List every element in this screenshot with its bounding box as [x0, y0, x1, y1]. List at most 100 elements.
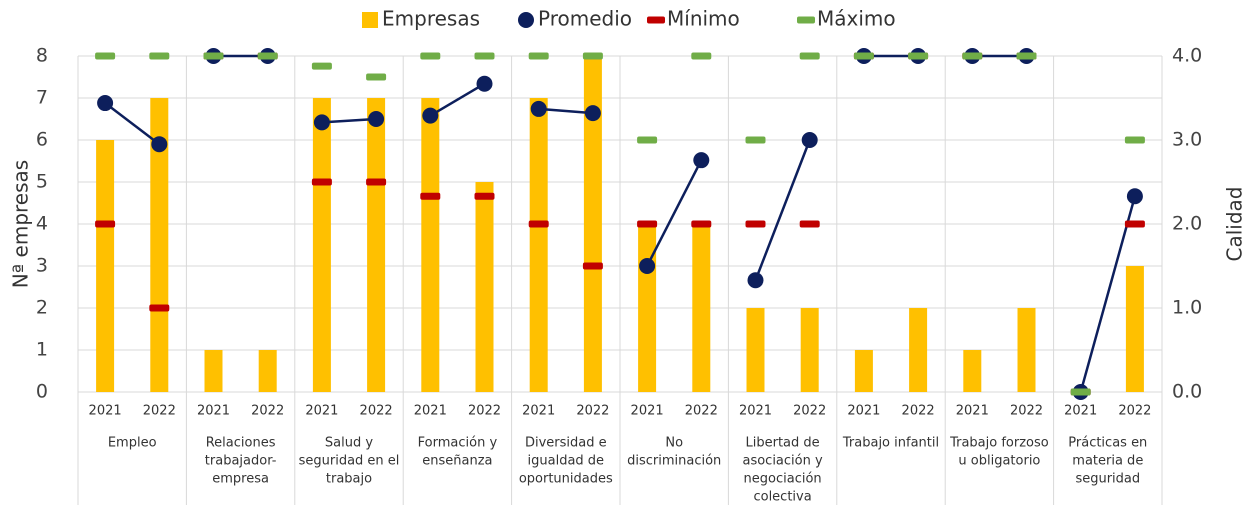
dash-marker — [95, 220, 116, 228]
dash-marker — [582, 262, 603, 270]
line-marker — [693, 152, 710, 169]
dash-marker — [582, 52, 603, 60]
group-label: seguridad — [1075, 472, 1140, 487]
line-marker — [530, 100, 547, 117]
bar — [1125, 266, 1144, 392]
group-label: empresa — [212, 472, 269, 487]
dash-marker — [853, 52, 874, 60]
dash-marker — [420, 192, 441, 200]
line-marker — [801, 132, 818, 148]
group-label: trabajo — [326, 472, 372, 487]
x-tick-label: 2022 — [793, 404, 826, 419]
line — [1079, 195, 1137, 393]
bar — [421, 98, 440, 392]
group-label: seguridad en el — [299, 454, 400, 469]
y2-axis-label: Calidad — [1223, 187, 1247, 262]
dash-marker — [528, 220, 549, 228]
line-marker — [639, 258, 656, 274]
y-tick-label: 5 — [36, 171, 48, 193]
x-tick-label: 2021 — [847, 404, 880, 419]
dash-marker — [474, 52, 495, 60]
legend-swatch — [518, 12, 534, 28]
y2-tick-label: 0.0 — [1172, 381, 1202, 403]
line — [321, 117, 377, 124]
line — [104, 102, 161, 146]
group-label: discriminación — [627, 454, 721, 469]
legend-label: Empresas — [382, 7, 480, 31]
bar — [475, 182, 494, 392]
dash-marker — [637, 220, 658, 228]
line — [538, 107, 593, 115]
x-tick-label: 2022 — [576, 404, 609, 419]
x-tick-label: 2022 — [143, 404, 176, 419]
line-marker — [313, 114, 330, 131]
group-label: igualdad de — [528, 454, 605, 469]
line-marker — [97, 95, 114, 112]
group-label: Diversidad e — [525, 436, 607, 451]
x-tick-label: 2022 — [1118, 404, 1151, 419]
y-tick-label: 4 — [36, 213, 48, 235]
group-label: trabajador- — [205, 454, 277, 469]
y-tick-label: 3 — [36, 255, 48, 277]
group-label: Salud y — [325, 436, 373, 451]
group-label: negociación — [744, 472, 822, 487]
x-tick-label: 2022 — [251, 404, 284, 419]
line-marker — [422, 107, 439, 124]
bar — [800, 308, 819, 392]
legend-label: Máximo — [817, 7, 896, 31]
bar — [204, 350, 223, 392]
group-label: Trabajo infantil — [842, 436, 939, 451]
bar — [150, 98, 169, 392]
group-label: Libertad de — [746, 436, 820, 451]
x-tick-label: 2022 — [360, 404, 393, 419]
bar — [854, 350, 873, 392]
dash-marker — [1070, 388, 1091, 396]
y-axis-label: Nª empresas — [9, 160, 33, 288]
x-tick-label: 2022 — [685, 404, 718, 419]
line-marker — [584, 105, 601, 122]
dash-marker — [799, 52, 820, 60]
group-label: colectiva — [753, 490, 811, 505]
y2-tick-label: 1.0 — [1172, 297, 1202, 319]
line-marker — [476, 75, 493, 92]
bar — [1017, 308, 1036, 392]
group-label: Relaciones — [206, 436, 276, 451]
line — [429, 82, 486, 117]
dash-marker — [420, 52, 441, 60]
x-tick-label: 2021 — [631, 404, 664, 419]
x-tick-label: 2022 — [468, 404, 501, 419]
x-tick-label: 2021 — [305, 404, 338, 419]
x-tick-label: 2021 — [522, 404, 555, 419]
dash-marker — [799, 220, 820, 228]
legend-swatch — [797, 16, 815, 24]
dash-marker — [745, 220, 766, 228]
group-label: Trabajo forzoso — [949, 436, 1049, 451]
bar — [692, 224, 711, 392]
dash-marker — [528, 52, 549, 60]
x-tick-label: 2021 — [89, 404, 122, 419]
line-marker — [151, 136, 168, 153]
dash-marker — [1124, 136, 1145, 144]
x-tick-label: 2022 — [902, 404, 935, 419]
dash-marker — [366, 73, 387, 81]
dash-marker — [637, 136, 658, 144]
bar — [367, 98, 386, 392]
bar — [258, 350, 277, 392]
group-label: oportunidades — [519, 472, 613, 487]
legend-label: Mínimo — [667, 7, 740, 31]
x-tick-label: 2021 — [956, 404, 989, 419]
x-tick-label: 2021 — [197, 404, 230, 419]
dash-marker — [203, 52, 224, 60]
line — [754, 139, 811, 281]
dash-marker — [366, 178, 387, 186]
group-label: materia de — [1072, 454, 1143, 469]
legend-swatch — [362, 12, 378, 28]
group-label: Prácticas en — [1068, 436, 1147, 451]
x-tick-label: 2021 — [739, 404, 772, 419]
bar — [909, 308, 928, 392]
group-label: asociación y — [742, 454, 823, 469]
group-label: enseñanza — [422, 454, 492, 469]
legend-swatch — [647, 16, 665, 24]
group-label: Formación y — [418, 436, 498, 451]
